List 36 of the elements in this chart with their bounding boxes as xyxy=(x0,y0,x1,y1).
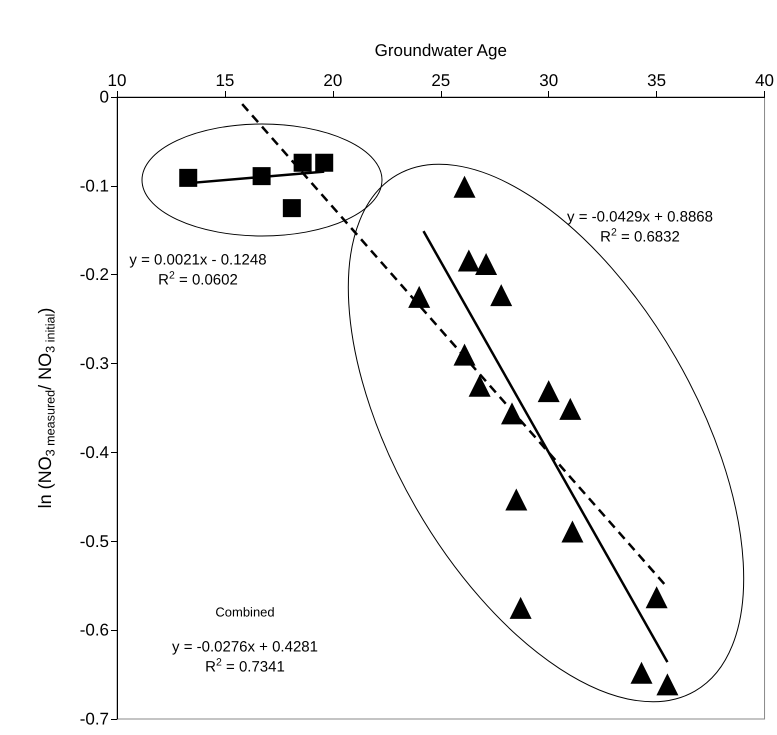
y-tick-label: -0.5 xyxy=(80,532,109,551)
y-tick-label: -0.4 xyxy=(80,442,109,462)
point xyxy=(561,520,584,543)
x-tick-label: 25 xyxy=(431,71,450,90)
y-axis-title: ln (NO3 measured/ NO3 initial) xyxy=(34,308,58,508)
x-tick-label: 10 xyxy=(108,71,126,90)
point xyxy=(538,380,560,402)
x-tick-label: 40 xyxy=(755,71,774,90)
y-tick-label: -0.6 xyxy=(80,620,109,640)
point xyxy=(294,154,312,172)
point xyxy=(475,253,498,276)
point xyxy=(458,249,480,272)
annotation: Combined xyxy=(215,604,275,620)
point xyxy=(315,154,334,172)
point xyxy=(490,284,512,306)
point xyxy=(282,199,301,218)
point xyxy=(454,176,476,198)
x-tick-label: 35 xyxy=(647,71,666,90)
point xyxy=(656,673,678,696)
y-tick-label: 0 xyxy=(100,88,109,106)
point xyxy=(559,398,582,420)
point xyxy=(505,488,528,511)
point xyxy=(468,374,491,397)
x-tick-label: 15 xyxy=(215,71,234,90)
point xyxy=(408,286,430,308)
point xyxy=(510,596,532,619)
y-tick-label: -0.1 xyxy=(80,176,109,196)
point xyxy=(630,662,653,684)
y-tick-label: -0.2 xyxy=(80,265,109,284)
y-tick-label: -0.7 xyxy=(80,710,109,728)
y-tick-label: -0.3 xyxy=(80,354,109,374)
point xyxy=(179,168,198,187)
x-axis-title: Groundwater Age xyxy=(374,41,507,60)
point xyxy=(646,586,668,608)
x-tick-label: 20 xyxy=(323,71,342,90)
x-tick-label: 30 xyxy=(539,71,558,90)
